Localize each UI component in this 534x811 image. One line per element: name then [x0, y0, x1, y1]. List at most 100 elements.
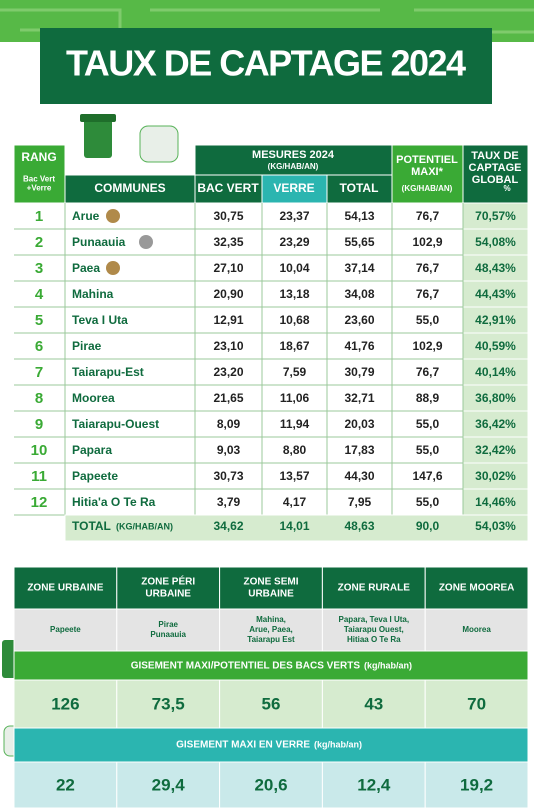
cell-text: 18,67: [279, 339, 309, 353]
cell-text: Arue, Paea,: [249, 625, 293, 634]
cell-text: 7,59: [283, 365, 307, 379]
zone-header: [116, 566, 221, 610]
cell-text: 55,0: [416, 443, 440, 457]
cell-text: 54,08%: [475, 235, 516, 249]
cell-text: 34,62: [213, 519, 243, 533]
taux-cell: [462, 384, 529, 412]
cell-text: 27,10: [213, 261, 243, 275]
cell-text: 55,65: [344, 235, 374, 249]
cell-text: 11: [31, 468, 47, 485]
cell-text: GISEMENT MAXI/POTENTIEL DES BACS VERTS: [131, 661, 361, 672]
verre-header: [13, 727, 529, 763]
cell-text: Punaauia: [72, 235, 126, 249]
cell-text: 14,01: [279, 519, 309, 533]
cell-text: TOTAL: [72, 519, 111, 533]
cell-text: RANG: [21, 150, 56, 164]
cell-text: ZONE URBAINE: [27, 583, 103, 594]
cell-text: 13,57: [279, 469, 309, 483]
cell-text: 1: [35, 208, 43, 225]
cell-text: Arue: [72, 209, 100, 223]
cell-text: 8: [35, 390, 43, 407]
cell-text: GLOBAL: [472, 174, 519, 186]
cell-text: Hitiaa O Te Ra: [347, 635, 401, 644]
cell-text: URBAINE: [145, 589, 191, 600]
cell-text: BAC VERT: [197, 181, 259, 195]
cell-text: (KG/HAB/AN): [402, 184, 453, 193]
cell-text: 22: [56, 775, 75, 794]
header-cell: [326, 174, 393, 204]
cell-text: 36,80%: [475, 391, 516, 405]
cell-text: 8,80: [283, 443, 307, 457]
cell-text: 76,7: [416, 261, 440, 275]
cell-text: Hitia'a O Te Ra: [72, 495, 156, 509]
cell-text: 30,02%: [475, 469, 516, 483]
cell-text: Pirae: [158, 620, 178, 629]
verre-value: [116, 761, 221, 809]
cell-text: GISEMENT MAXI EN VERRE: [176, 740, 310, 751]
cell-text: 32,35: [213, 235, 243, 249]
cell-text: 29,4: [152, 775, 186, 794]
cell-text: 88,9: [416, 391, 440, 405]
cell-text: CAPTAGE: [469, 162, 522, 174]
cell-text: 7: [35, 364, 43, 381]
zone-header: [321, 566, 426, 610]
cell-text: 44,30: [344, 469, 374, 483]
cell-text: 21,65: [213, 391, 243, 405]
cell-text: ZONE MOOREA: [439, 583, 515, 594]
cell-text: Punaauia: [150, 630, 186, 639]
cell-text: 76,7: [416, 287, 440, 301]
cell-text: 9: [35, 416, 43, 433]
header-cell: [64, 174, 196, 204]
cell-text: 147,6: [412, 469, 442, 483]
title: TAUX DE CAPTAGE 2024: [66, 43, 466, 84]
cell-text: 11,94: [280, 417, 310, 431]
cell-text: 8,09: [217, 417, 241, 431]
cell-text: 10,68: [279, 313, 309, 327]
cell-text: Papara, Teva I Uta,: [339, 615, 410, 624]
band-pattern: [0, 8, 534, 34]
cell-text: 36,42%: [475, 417, 516, 431]
taux-cell: [462, 202, 529, 230]
title-box: [40, 28, 492, 104]
cell-text: Taiarapu Ouest,: [344, 625, 404, 634]
cell-text: 56: [262, 694, 281, 713]
taux-cell: [462, 228, 529, 256]
cell-text: 43: [364, 694, 383, 713]
cell-text: Taiarapu-Ouest: [72, 417, 159, 431]
header-cell: [194, 144, 393, 176]
cell-text: 2: [35, 234, 43, 251]
total-row: [64, 514, 529, 542]
cell-text: 23,10: [213, 339, 243, 353]
header-cell: [391, 144, 464, 204]
cell-text: 10: [31, 442, 48, 459]
cell-text: 30,73: [213, 469, 243, 483]
cell-text: 12,4: [357, 775, 391, 794]
cell-text: 12,91: [213, 313, 243, 327]
cell-text: 76,7: [416, 209, 440, 223]
zone-communes: [219, 608, 323, 652]
cell-text: 48,63: [344, 519, 374, 533]
cell-text: Paea: [72, 261, 100, 275]
verre-value: [321, 761, 426, 809]
cell-text: 4,17: [283, 495, 307, 509]
cell-text: 23,60: [344, 313, 374, 327]
taux-cell: [462, 280, 529, 308]
commune-icons: [106, 209, 153, 275]
cell-text: 23,29: [279, 235, 309, 249]
cell-text: 32,71: [344, 391, 374, 405]
cell-text: 14,46%: [475, 495, 516, 509]
taux-cell: [462, 254, 529, 282]
cell-text: Bac Vert: [23, 175, 55, 184]
cell-text: 48,43%: [475, 261, 516, 275]
cell-text: 5: [35, 312, 43, 329]
cell-text: (KG/HAB/AN): [268, 162, 319, 171]
header-cell: [261, 174, 328, 204]
cell-text: 13,18: [279, 287, 309, 301]
cell-text: Taiarapu-Est: [72, 365, 144, 379]
cell-text: 126: [51, 694, 79, 713]
cell-text: +Verre: [27, 184, 52, 193]
cell-text: 7,95: [348, 495, 372, 509]
cell-text: 4: [35, 286, 44, 303]
cell-text: 102,9: [412, 339, 442, 353]
cell-text: 30,75: [213, 209, 243, 223]
